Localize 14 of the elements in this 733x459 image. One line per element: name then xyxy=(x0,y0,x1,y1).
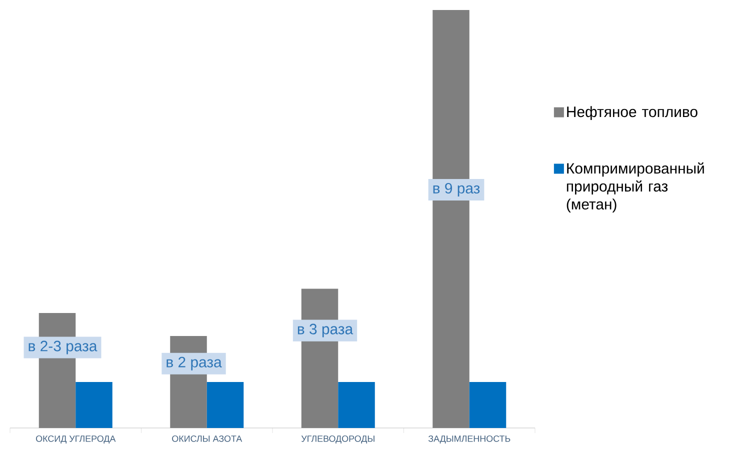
bar xyxy=(206,382,244,428)
legend-label: Компримированный природный газ (метан) xyxy=(566,162,704,212)
x-tick-label: УГЛЕВОДОРОДЫ xyxy=(301,436,374,444)
x-tick-label: ОКИСЛЫ АЗОТА xyxy=(172,436,242,442)
annotation: в 2 раза xyxy=(166,356,222,370)
annotation: в 2-3 раза xyxy=(28,340,98,354)
x-tick-label: ЗАДЫМЛЕННОСТЬ xyxy=(428,436,510,444)
legend-label: Нефтяное топливо xyxy=(567,106,698,120)
bar xyxy=(338,382,375,428)
annotation: в 9 раз xyxy=(433,182,480,196)
bar xyxy=(469,382,506,428)
annotation: в 3 раза xyxy=(298,324,354,338)
x-tick-label: ОКСИД УГЛЕРОДА xyxy=(36,436,116,444)
bar xyxy=(76,382,112,428)
